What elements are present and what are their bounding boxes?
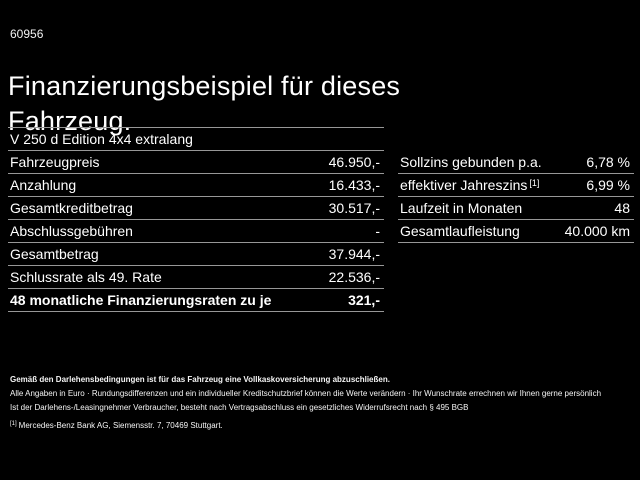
row-value: 16.433,-	[328, 177, 380, 193]
listing-reference-number: 60956	[10, 27, 44, 41]
table-row-sollzins: Sollzins gebunden p.a. 6,78 %	[398, 151, 634, 174]
row-label: Gesamtkreditbetrag	[10, 200, 133, 216]
financing-details-table: V 250 d Edition 4x4 extralang Fahrzeugpr…	[8, 127, 384, 312]
table-row-effektiver-jahreszins: effektiver Jahreszins [1] 6,99 %	[398, 174, 634, 197]
row-value: 22.536,-	[328, 269, 380, 285]
legal-footer: Gemäß den Darlehensbedingungen ist für d…	[10, 373, 636, 415]
row-label: Fahrzeugpreis	[10, 154, 100, 170]
row-label: Anzahlung	[10, 177, 77, 193]
row-value: 321,-	[348, 292, 380, 308]
row-value: 46.950,-	[328, 154, 380, 170]
financing-conditions-table: Sollzins gebunden p.a. 6,78 % effektiver…	[398, 151, 634, 243]
table-row-abschlussgebuehren: Abschlussgebühren -	[8, 220, 384, 243]
page-title: Finanzierungsbeispiel für dieses Fahrzeu…	[8, 71, 401, 137]
table-row-monatsrate: 48 monatliche Finanzierungsraten zu je 3…	[8, 289, 384, 312]
row-value: 48	[614, 200, 630, 216]
table-row-laufzeit: Laufzeit in Monaten 48	[398, 197, 634, 220]
footnote-text: Mercedes-Benz Bank AG, Siemensstr. 7, 70…	[18, 421, 223, 430]
bank-footnote: [1] Mercedes-Benz Bank AG, Siemensstr. 7,…	[10, 418, 223, 432]
footer-disclaimer-line: Alle Angaben in Euro · Rundungsdifferenz…	[10, 389, 602, 398]
row-value: -	[375, 223, 380, 239]
row-label: effektiver Jahreszins [1]	[400, 177, 540, 193]
row-label: Gesamtlaufleistung	[400, 223, 520, 239]
table-row-anzahlung: Anzahlung 16.433,-	[8, 174, 384, 197]
footer-insurance-note: Gemäß den Darlehensbedingungen ist für d…	[10, 375, 390, 384]
row-label: Schlussrate als 49. Rate	[10, 269, 162, 285]
table-row-gesamtkreditbetrag: Gesamtkreditbetrag 30.517,-	[8, 197, 384, 220]
table-row-fahrzeugpreis: Fahrzeugpreis 46.950,-	[8, 151, 384, 174]
row-label: Sollzins gebunden p.a.	[400, 154, 542, 170]
row-value: 30.517,-	[328, 200, 380, 216]
table-row-schlussrate: Schlussrate als 49. Rate 22.536,-	[8, 266, 384, 289]
footer-disclaimer-line: Ist der Darlehens-/Leasingnehmer Verbrau…	[10, 403, 469, 412]
row-value: 40.000 km	[564, 223, 630, 239]
row-label: 48 monatliche Finanzierungsraten zu je	[10, 292, 272, 308]
row-label: Abschlussgebühren	[10, 223, 133, 239]
row-value: 37.944,-	[328, 246, 380, 262]
row-value: 6,78 %	[586, 154, 630, 170]
table-row-gesamtbetrag: Gesamtbetrag 37.944,-	[8, 243, 384, 266]
vehicle-model-heading: V 250 d Edition 4x4 extralang	[8, 128, 384, 151]
footnote-marker: [1]	[10, 421, 17, 427]
row-label: Laufzeit in Monaten	[400, 200, 523, 216]
row-label: Gesamtbetrag	[10, 246, 99, 262]
row-value: 6,99 %	[586, 177, 630, 193]
footnote-marker-superscript: [1]	[529, 178, 540, 188]
table-row-gesamtlaufleistung: Gesamtlaufleistung 40.000 km	[398, 220, 634, 243]
